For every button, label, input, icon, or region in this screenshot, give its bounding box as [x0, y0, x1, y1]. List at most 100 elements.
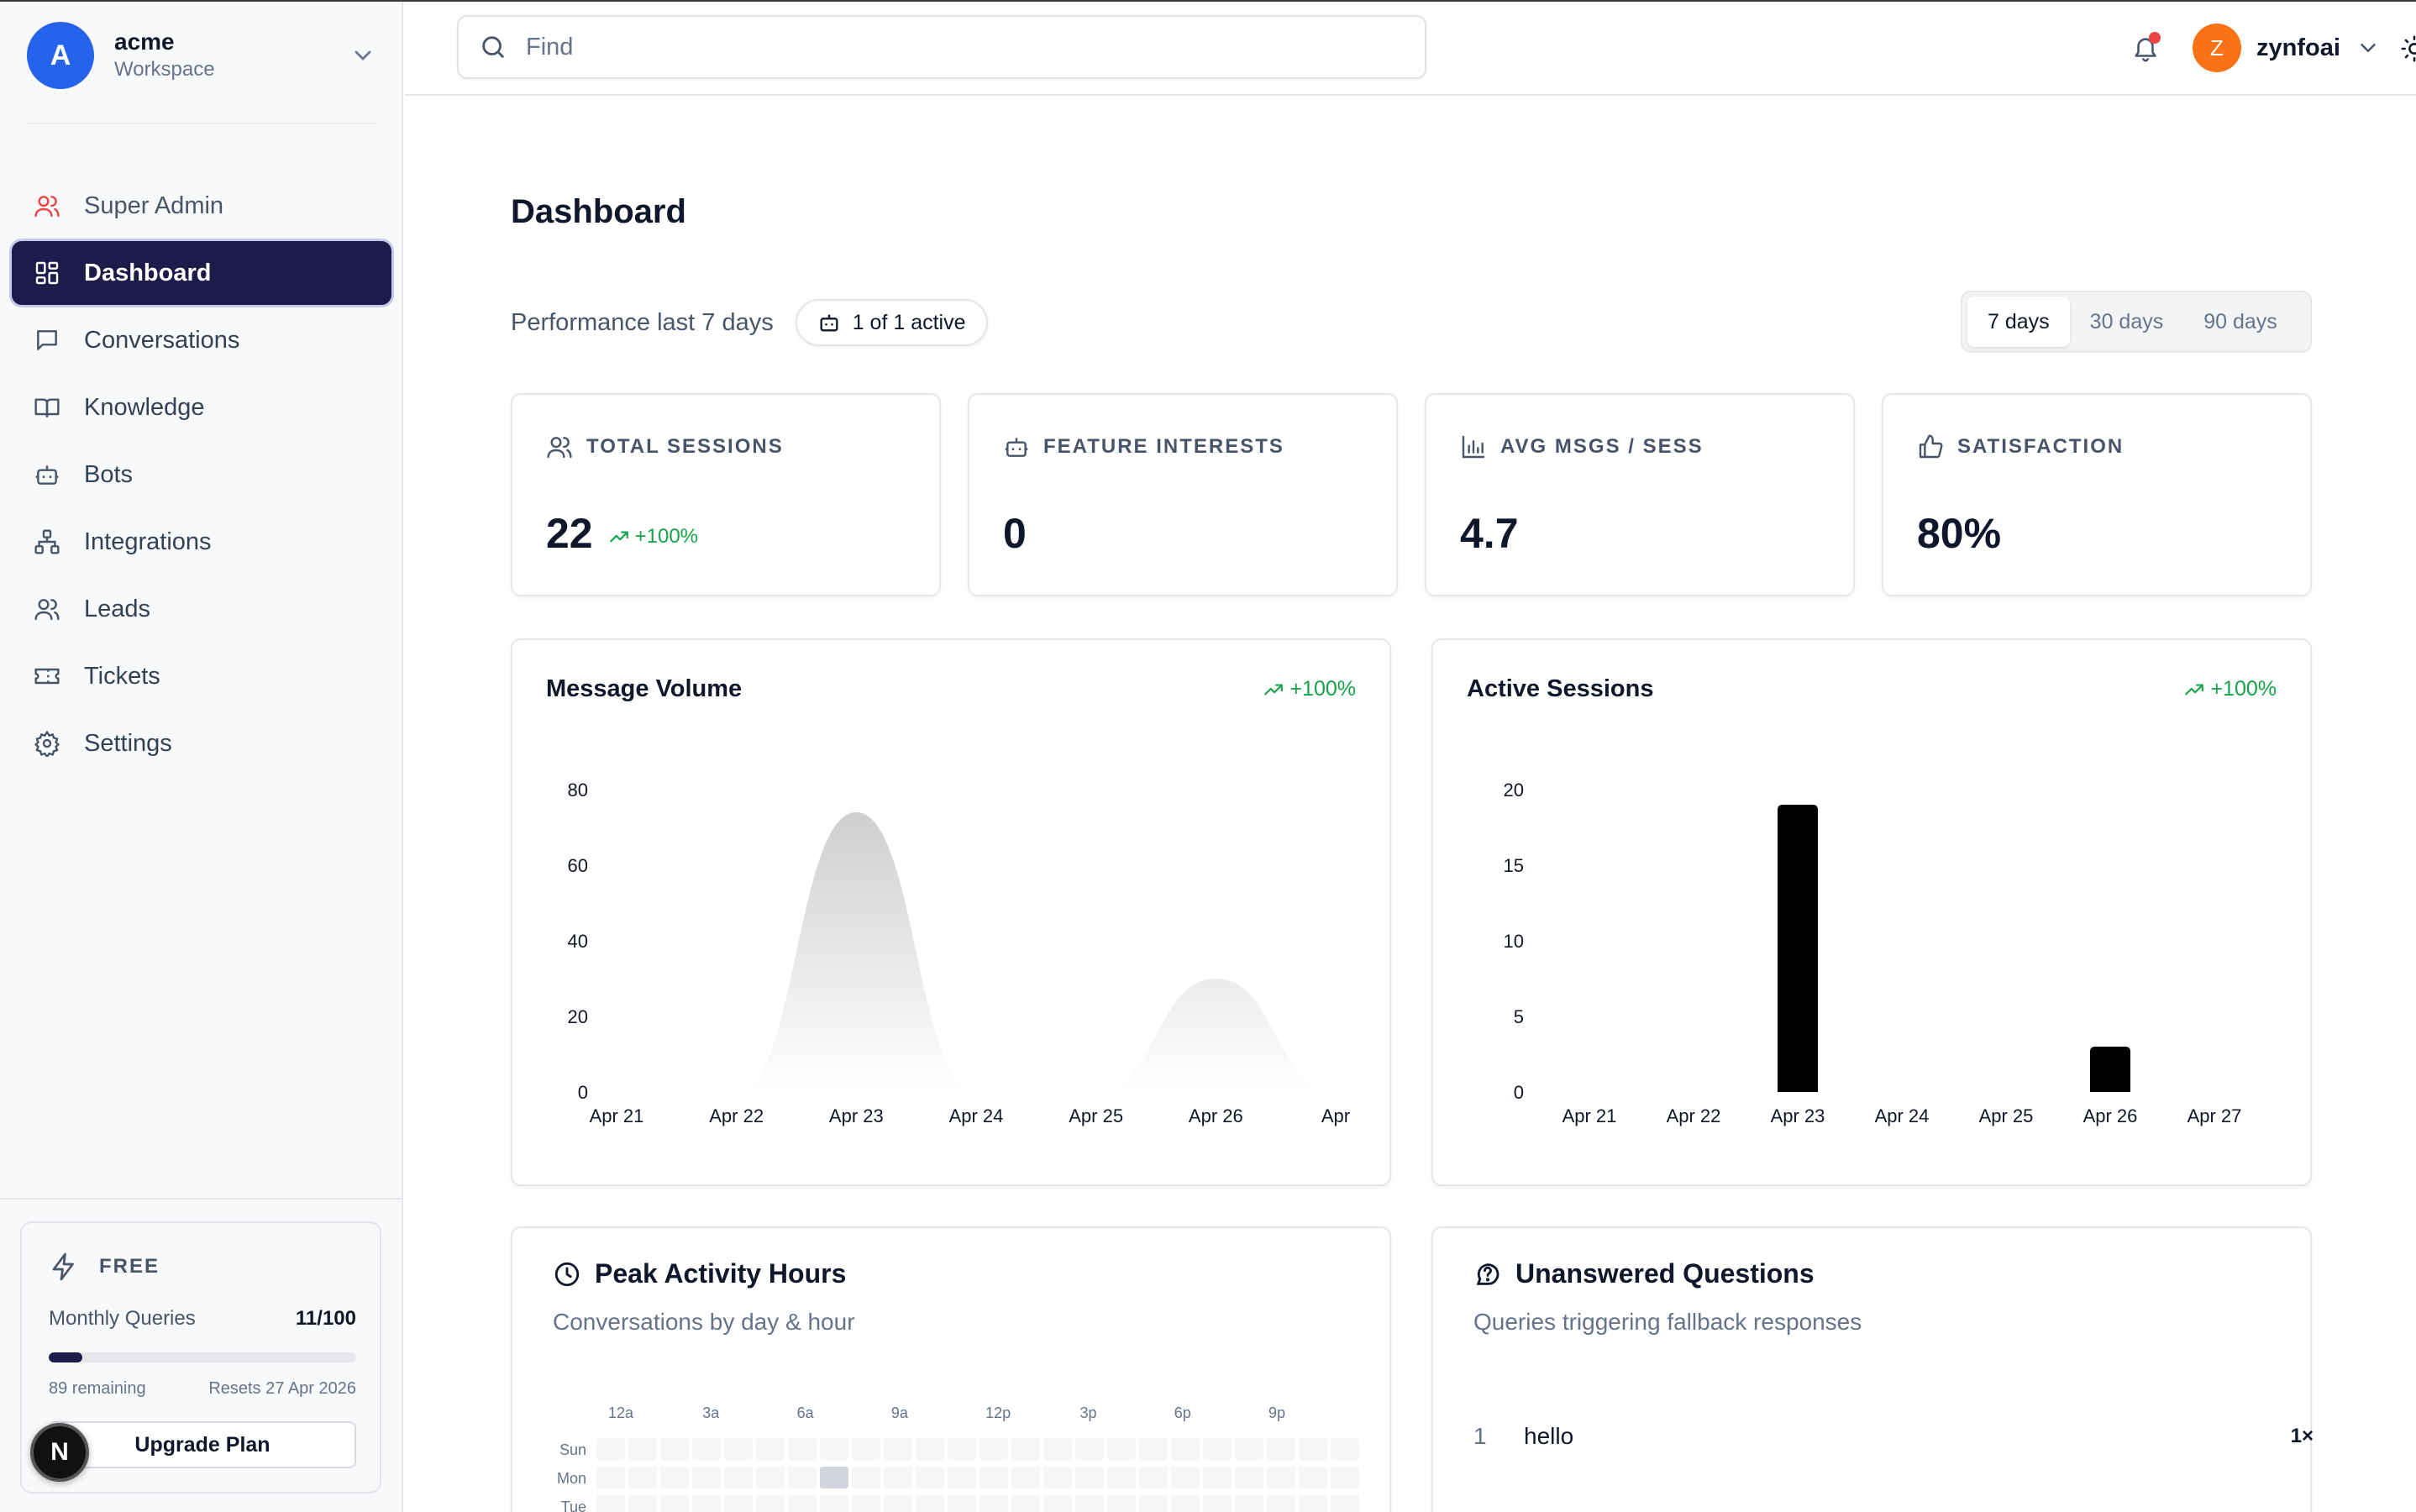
divider	[27, 123, 376, 124]
sidebar-item-dashboard[interactable]: Dashboard	[12, 241, 391, 305]
queries-remaining: 89 remaining	[49, 1379, 146, 1398]
sidebar-item-leads[interactable]: Leads	[12, 577, 391, 641]
heatmap-cell	[1139, 1467, 1168, 1488]
search-icon	[482, 36, 504, 58]
stat-value: 80%	[1917, 510, 2002, 557]
heatmap-cell	[948, 1467, 976, 1488]
range-7-days[interactable]: 7 days	[1967, 297, 2070, 347]
chart-delta: +100%	[2183, 677, 2277, 701]
trend-up-icon	[2185, 684, 2204, 695]
heatmap-cell	[884, 1495, 912, 1512]
sidebar-item-settings[interactable]: Settings	[12, 711, 391, 775]
x-tick-label: Apr 25	[1979, 1105, 2034, 1126]
sidebar-item-bots[interactable]: Bots	[12, 443, 391, 507]
chart-title: Message Volume	[546, 675, 743, 702]
user-menu[interactable]: Z zynfoai	[2193, 24, 2381, 72]
dev-badge[interactable]: N	[30, 1423, 89, 1482]
chart-delta-text: +100%	[1289, 677, 1356, 701]
sidebar: A acme Workspace Super Admin Dashboard C…	[0, 2, 403, 1512]
users-icon	[34, 192, 60, 219]
question-text: hello	[1524, 1423, 1574, 1449]
heatmap-cell	[980, 1467, 1008, 1488]
upgrade-plan-button[interactable]: Upgrade Plan	[49, 1421, 356, 1468]
usage-progress-fill	[49, 1352, 83, 1362]
sidebar-item-super-admin[interactable]: Super Admin	[12, 174, 391, 238]
lightning-icon	[52, 1252, 74, 1281]
heatmap-cell	[1107, 1495, 1136, 1512]
heatmap-cell	[980, 1495, 1008, 1512]
x-tick-label: Apr 26	[2083, 1105, 2138, 1126]
heatmap-cell	[1267, 1438, 1295, 1460]
queries-reset: Resets 27 Apr 2026	[208, 1379, 356, 1398]
sidebar-item-label: Conversations	[84, 326, 240, 354]
heatmap-cell	[820, 1438, 848, 1460]
chart-delta-text: +100%	[2210, 677, 2277, 701]
stat-delta-text: +100%	[634, 525, 699, 548]
sidebar-item-tickets[interactable]: Tickets	[12, 644, 391, 708]
gear-icon	[34, 730, 60, 757]
heatmap-cell	[1075, 1438, 1104, 1460]
heatmap-cell	[1139, 1495, 1168, 1512]
y-tick-label: 20	[568, 1006, 588, 1027]
sidebar-item-label: Tickets	[84, 662, 160, 690]
stat-card-avg-msgs: AVG MSGS / SESS 4.7	[1425, 393, 1855, 596]
performance-label: Performance last 7 days	[511, 308, 774, 336]
heatmap-cell	[1011, 1438, 1040, 1460]
heatmap-cell	[1203, 1438, 1232, 1460]
workspace-switcher[interactable]: A acme Workspace	[27, 20, 376, 91]
network-icon	[34, 528, 60, 555]
peak-activity-card: Peak Activity Hours Conversations by day…	[511, 1226, 1391, 1512]
heatmap-cell	[692, 1467, 721, 1488]
active-sessions-chart: 0 5 10 15 20 Apr 21 Apr 22 Apr 23 Apr 24 Apr 25 Ap…	[1504, 780, 2242, 1126]
heatmap-cell	[1043, 1438, 1072, 1460]
heatmap-cell	[692, 1438, 721, 1460]
usage-progress-bar	[49, 1352, 356, 1362]
heatmap-cell	[788, 1467, 817, 1488]
message-volume-card: Message Volume +100% 0 20 40 60 80 Apr 21 Apr …	[511, 638, 1391, 1186]
active-bots-badge[interactable]: 1 of 1 active	[795, 299, 988, 346]
sidebar-item-integrations[interactable]: Integrations	[12, 510, 391, 574]
trend-up-icon	[1264, 684, 1284, 695]
chart-title: Active Sessions	[1467, 675, 1654, 702]
sidebar-item-conversations[interactable]: Conversations	[12, 308, 391, 372]
range-30-days[interactable]: 30 days	[2089, 309, 2164, 333]
notifications-button[interactable]	[2129, 32, 2162, 66]
workspace-avatar: A	[27, 22, 94, 89]
heatmap-cell	[788, 1438, 817, 1460]
x-tick-label: Apr 25	[1069, 1105, 1123, 1126]
users-icon	[34, 596, 60, 622]
unanswered-title: Unanswered Questions	[1515, 1258, 1815, 1289]
heatmap-cell	[1043, 1467, 1072, 1488]
heatmap-cell	[628, 1467, 657, 1488]
search-box[interactable]	[457, 15, 1426, 79]
heatmap-cell	[1267, 1467, 1295, 1488]
hour-label: 9a	[891, 1404, 909, 1421]
heatmap-cell	[628, 1438, 657, 1460]
bar[interactable]	[1778, 805, 1818, 1092]
heatmap-cell	[916, 1438, 944, 1460]
heatmap-cell	[1011, 1495, 1040, 1512]
heatmap-cell	[1299, 1438, 1327, 1460]
active-bots-text: 1 of 1 active	[852, 310, 966, 334]
heatmap-cell	[948, 1438, 976, 1460]
range-90-days[interactable]: 90 days	[2203, 309, 2277, 333]
bot-icon	[820, 314, 838, 332]
sidebar-item-knowledge[interactable]: Knowledge	[12, 375, 391, 439]
day-label: Sun	[559, 1441, 586, 1458]
search-input[interactable]	[526, 33, 1366, 61]
x-tick-label: Apr 27	[2188, 1105, 2242, 1126]
sidebar-item-label: Super Admin	[84, 192, 224, 219]
bar[interactable]	[2090, 1047, 2130, 1092]
stat-card-total-sessions: TOTAL SESSIONS 22 +100%	[511, 393, 941, 596]
heatmap-cell	[660, 1495, 689, 1512]
list-item[interactable]: 1 hello 1×	[1473, 1423, 2314, 1450]
bot-icon	[34, 461, 60, 488]
heatmap-cell	[1139, 1438, 1168, 1460]
heatmap-cell	[916, 1467, 944, 1488]
notification-dot	[2149, 32, 2161, 44]
chevron-down-icon	[355, 50, 371, 60]
chart-delta: +100%	[1263, 677, 1356, 701]
day-label: Mon	[557, 1470, 586, 1487]
peak-subtitle: Conversations by day & hour	[553, 1309, 855, 1335]
theme-toggle-button[interactable]	[2398, 32, 2416, 66]
